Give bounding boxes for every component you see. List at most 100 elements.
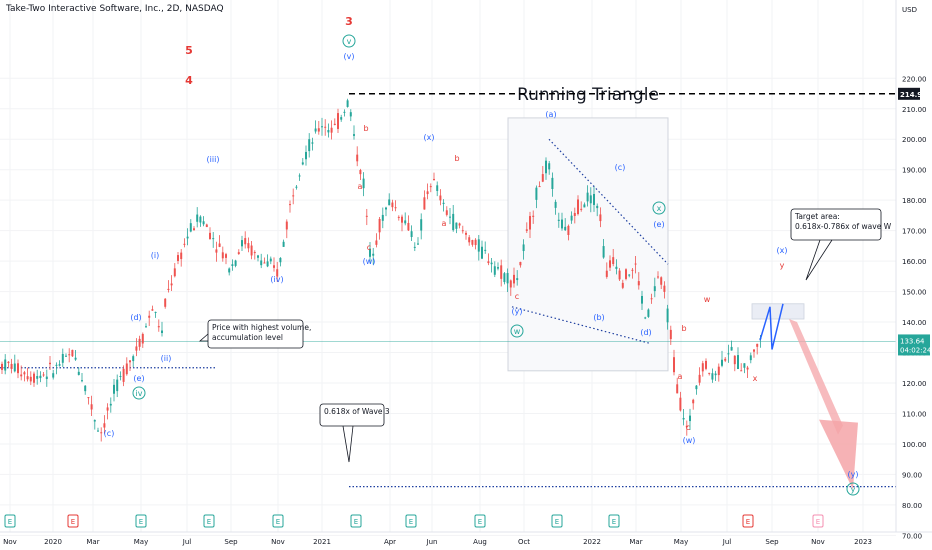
candle-body (244, 238, 247, 245)
candle-body (586, 192, 589, 202)
candle-body (45, 376, 48, 380)
candle-body (253, 252, 256, 254)
price-axis-tick: 170.00 (902, 228, 927, 236)
candle-body (269, 258, 272, 262)
candle-body (717, 366, 720, 376)
callout-tail (342, 425, 354, 463)
earnings-marker-label: E (71, 518, 75, 526)
earnings-marker: E (742, 514, 754, 528)
candle-body (327, 129, 330, 133)
earnings-marker: E (272, 514, 284, 528)
candle-body (679, 397, 682, 411)
candle-body (554, 201, 557, 208)
price-axis-tick: 220.00 (902, 75, 927, 83)
candle-body (535, 187, 538, 200)
candle-body (234, 260, 237, 266)
candle-body (65, 355, 67, 357)
candle-body (218, 243, 221, 247)
earnings-marker-box (350, 514, 362, 528)
level-tag-box (898, 87, 920, 100)
wave-label: (x) (424, 133, 435, 142)
candle-body (397, 216, 400, 218)
callout-text: Target area: (794, 212, 840, 221)
earnings-marker-label: E (612, 518, 616, 526)
candle-body (103, 423, 106, 428)
candle-body (449, 216, 451, 218)
projection-path-up (759, 303, 784, 350)
candle-body (173, 268, 176, 277)
wave-label: (b) (593, 313, 604, 322)
candle-body (26, 376, 29, 380)
candle-body (55, 364, 58, 366)
candles (1, 98, 762, 442)
candle-body (676, 384, 679, 394)
candle-body (116, 379, 119, 392)
candle-body (97, 430, 99, 432)
time-axis[interactable]: Nov 2020 Mar May Jul Sep Nov 2021 Apr Jun Aug Oct 20… (0, 531, 932, 546)
wave-label: 3 (345, 15, 353, 28)
candle-body (167, 288, 170, 291)
candle-body (247, 243, 250, 249)
candle-body (257, 255, 259, 258)
time-axis-tick: Oct (518, 538, 530, 546)
candle-body (714, 373, 717, 376)
wave-label: (ii) (161, 354, 172, 363)
candle-body (177, 255, 179, 262)
wave-labels: 3 5 4 v (v) (iii) (iv) (i) (ii) (d) (e) iv (c) b a c (w)… (104, 15, 860, 496)
wave-label-circle (132, 386, 146, 400)
candle-body (458, 223, 461, 226)
candle-body (4, 359, 7, 371)
pattern-box-label: Running Triangle (517, 85, 659, 105)
earnings-marker-label: E (139, 518, 143, 526)
candle-body (237, 252, 240, 254)
candle-body (618, 270, 621, 280)
candle-body (615, 266, 618, 269)
callout-wave3: 0.618x of Wave 3 (319, 403, 390, 463)
price-axis-tick: 180.00 (902, 197, 927, 205)
earnings-marker: E (135, 514, 147, 528)
earnings-marker-label: E (207, 518, 211, 526)
wave-label: (d) (640, 328, 651, 337)
grid (0, 0, 896, 536)
time-axis-tick: Sep (224, 538, 238, 546)
callout-box (790, 208, 882, 241)
earnings-marker: E (350, 514, 362, 528)
candle-body (653, 286, 656, 292)
price-axis-tick: 90.00 (902, 471, 922, 479)
candle-body (519, 261, 522, 266)
candle-body (145, 326, 147, 328)
projection-arrow-shaft (789, 319, 843, 435)
candle-body (333, 123, 336, 125)
candle-body (186, 236, 189, 239)
candle-body (17, 363, 19, 374)
candle-body (132, 356, 135, 362)
candle-body (477, 239, 480, 252)
candle-body (170, 283, 173, 286)
candle-body (308, 139, 311, 152)
candle-body (1, 363, 3, 370)
candle-body (695, 385, 698, 390)
candle-body (538, 186, 541, 188)
candle-body (685, 425, 688, 428)
candle-body (701, 363, 704, 372)
candle-body (7, 361, 10, 364)
candle-body (340, 117, 343, 120)
horizontal-levels (0, 93, 896, 488)
candle-body (551, 177, 554, 189)
price-axis-tick: 140.00 (902, 319, 927, 327)
candle-body (113, 384, 115, 394)
candle-body (705, 360, 707, 369)
candle-body (298, 175, 301, 177)
earnings-marker-label: E (816, 518, 820, 526)
candle-body (532, 215, 535, 217)
candle-body (625, 269, 627, 279)
wave-label: a (442, 219, 447, 228)
candle-body (436, 185, 439, 191)
callout-box (319, 403, 385, 427)
price-axis[interactable]: USD70.0080.0090.00100.00110.00120.00130.… (895, 0, 932, 540)
candle-body (317, 128, 320, 132)
candle-body (465, 232, 467, 235)
candle-body (727, 353, 730, 355)
candle-body (305, 151, 307, 160)
